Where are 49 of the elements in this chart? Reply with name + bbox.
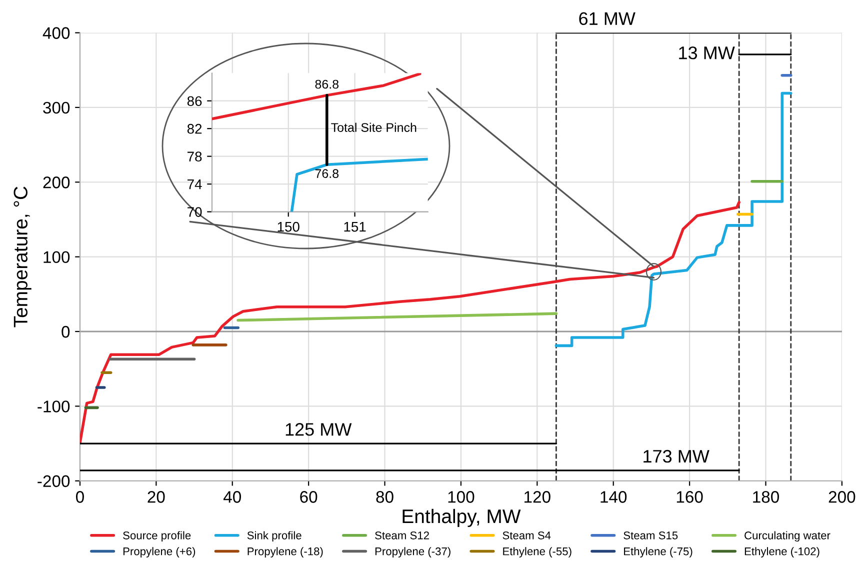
y-tick-label: 200 [43,176,70,188]
x-tick-label: 151 [344,222,366,232]
x-tick-label: 0 [76,491,84,503]
x-tick-label: 40 [223,491,241,503]
y-tick-label: -100 [38,400,70,412]
x-tick-label: 180 [753,491,779,503]
legend-label: Propylene (-18) [248,547,323,558]
y-tick-label: 400 [42,27,70,39]
annotation: 173 MW [644,450,710,463]
legend-label: Sink profile [247,531,302,542]
legend-label: Curculating water [744,531,830,542]
x-tick-label: 100 [448,491,474,503]
x-tick-label: 60 [300,491,318,503]
y-axis-title: Temperature, °C [14,186,32,328]
y-tick-label: 300 [43,102,70,114]
x-tick-label: 160 [676,491,703,503]
annotation: 61 MW [579,12,636,26]
annotation: 76.8 [315,169,339,178]
legend-label: Propylene (-37) [375,547,450,558]
x-tick-label: 150 [278,222,300,232]
legend-label: Propylene (+6) [123,547,196,558]
annotation: 125 MW [286,423,352,436]
x-tick-label: 80 [376,491,394,503]
annotation: Total Site Pinch [331,122,416,132]
legend-label: Ethylene (-102) [744,547,820,558]
x-axis-title: Enthalpy, MW [402,508,521,528]
x-tick-label: 140 [600,491,627,503]
legend-label: Steam S15 [624,531,678,540]
line-series [80,200,740,444]
legend-label: Steam S12 [375,531,429,540]
annotation: 86.8 [315,80,339,89]
legend-label: Ethylene (-75) [624,547,692,558]
line-series [554,92,792,348]
y-tick-label: 82 [187,124,202,134]
y-tick-label: 100 [44,251,70,264]
legend-label: Steam S4 [502,531,551,540]
x-tick-label: 120 [524,491,550,503]
legend-label: Ethylene (-55) [503,547,572,558]
y-tick-label: 78 [188,152,202,162]
x-tick-label: 200 [828,491,856,503]
y-tick-label: 0 [62,326,70,338]
y-tick-label: 86 [187,96,202,106]
x-tick-label: 20 [148,491,165,503]
legend-label: Source profile [123,531,191,542]
y-tick-label: 74 [188,180,202,190]
y-tick-label: -200 [38,475,70,488]
line-series [290,158,428,212]
annotation: 13 MW [679,46,735,60]
line-series [212,73,422,120]
